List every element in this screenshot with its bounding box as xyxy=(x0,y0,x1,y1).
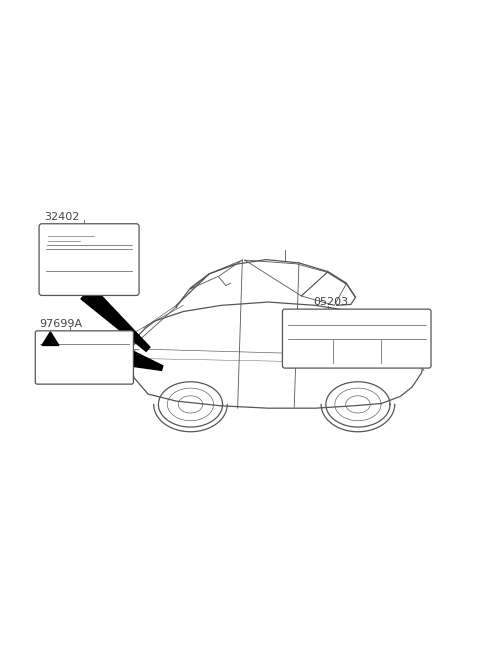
FancyBboxPatch shape xyxy=(39,224,139,295)
Polygon shape xyxy=(42,332,59,346)
FancyBboxPatch shape xyxy=(282,309,431,368)
Polygon shape xyxy=(81,287,150,352)
FancyBboxPatch shape xyxy=(36,331,133,384)
Polygon shape xyxy=(301,311,318,359)
Text: 97699A: 97699A xyxy=(39,319,83,329)
Polygon shape xyxy=(129,352,163,371)
Text: 32402: 32402 xyxy=(44,211,80,222)
Text: 05203: 05203 xyxy=(313,297,348,308)
